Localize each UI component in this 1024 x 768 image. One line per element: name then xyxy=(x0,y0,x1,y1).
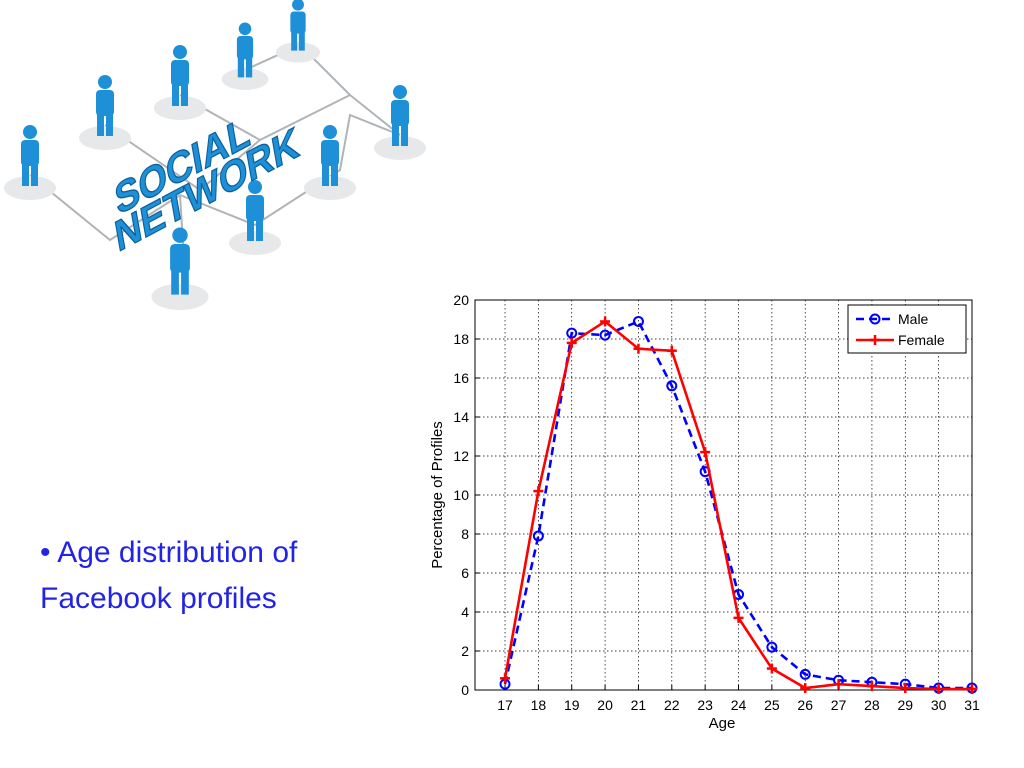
data-point xyxy=(599,329,611,341)
legend: Male Female xyxy=(847,304,967,354)
data-point xyxy=(799,668,811,680)
bullet-point: • xyxy=(40,536,51,569)
x-tick-label: 23 xyxy=(697,697,713,713)
caption-line-1: Age distribution of xyxy=(57,536,298,569)
caption-text: • Age distribution of Facebook profiles xyxy=(40,530,400,622)
x-tick-label: 24 xyxy=(731,697,747,713)
grid xyxy=(475,299,973,691)
x-tick-label: 31 xyxy=(964,697,980,713)
legend-item: Male xyxy=(856,311,929,327)
x-tick-label: 18 xyxy=(531,697,547,713)
data-point xyxy=(870,335,880,345)
y-tick-label: 0 xyxy=(461,682,469,698)
data-point xyxy=(533,486,544,497)
person-icon xyxy=(154,45,206,120)
data-point xyxy=(566,337,577,348)
x-tick-label: 17 xyxy=(497,697,513,713)
data-point xyxy=(869,313,881,325)
data-point xyxy=(866,681,877,692)
data-point xyxy=(766,663,777,674)
person-icon xyxy=(221,22,269,90)
legend-label: Female xyxy=(898,332,945,348)
series-female xyxy=(500,316,977,695)
y-tick-label: 12 xyxy=(453,448,469,464)
data-point xyxy=(633,343,644,354)
x-tick-label: 21 xyxy=(631,697,647,713)
data-point xyxy=(666,380,678,392)
y-tick-label: 6 xyxy=(461,565,469,581)
person-icon xyxy=(374,85,426,160)
social-network-illustration: SOCIAL NETWORK xyxy=(4,0,426,310)
x-tick-label: 26 xyxy=(797,697,813,713)
y-tick-label: 20 xyxy=(453,292,469,308)
data-point xyxy=(666,345,677,356)
data-point xyxy=(532,530,544,542)
legend-item: Female xyxy=(856,332,945,348)
x-tick-label: 27 xyxy=(831,697,847,713)
caption-line-2: Facebook profiles xyxy=(40,582,277,615)
x-tick-label: 22 xyxy=(664,697,680,713)
y-tick-label: 18 xyxy=(453,331,469,347)
people-network-icon xyxy=(4,0,426,310)
x-tick-label: 30 xyxy=(931,697,947,713)
y-tick-label: 14 xyxy=(453,409,469,425)
series-line xyxy=(503,319,972,690)
data-point xyxy=(733,612,744,623)
data-point xyxy=(833,679,844,690)
person-icon xyxy=(229,180,281,255)
legend-label: Male xyxy=(898,311,929,327)
data-point xyxy=(600,316,611,327)
data-point xyxy=(500,673,511,684)
x-tick-label: 19 xyxy=(564,697,580,713)
legend-box xyxy=(847,304,967,354)
person-icon xyxy=(275,0,321,63)
person-icon xyxy=(304,125,356,200)
series xyxy=(499,315,978,695)
y-tick-label: 4 xyxy=(461,604,469,620)
y-tick-label: 2 xyxy=(461,643,469,659)
y-tick-label: 16 xyxy=(453,370,469,386)
data-point xyxy=(700,447,711,458)
x-tick-label: 29 xyxy=(897,697,913,713)
x-axis-label: Age xyxy=(709,715,736,732)
data-point xyxy=(967,684,977,695)
x-tick-label: 25 xyxy=(764,697,780,713)
y-tick-label: 10 xyxy=(453,487,469,503)
person-icon xyxy=(151,227,209,310)
data-point xyxy=(632,315,644,327)
x-tick-label: 20 xyxy=(597,697,613,713)
data-point xyxy=(900,683,911,694)
y-axis-label: Percentage of Profiles xyxy=(429,421,446,569)
data-point xyxy=(800,683,811,694)
person-icon xyxy=(79,75,131,150)
data-point xyxy=(566,327,578,339)
data-point xyxy=(933,684,944,695)
person-icon xyxy=(4,125,56,200)
x-tick-label: 28 xyxy=(864,697,880,713)
data-point xyxy=(766,641,778,653)
y-tick-label: 8 xyxy=(461,526,469,542)
